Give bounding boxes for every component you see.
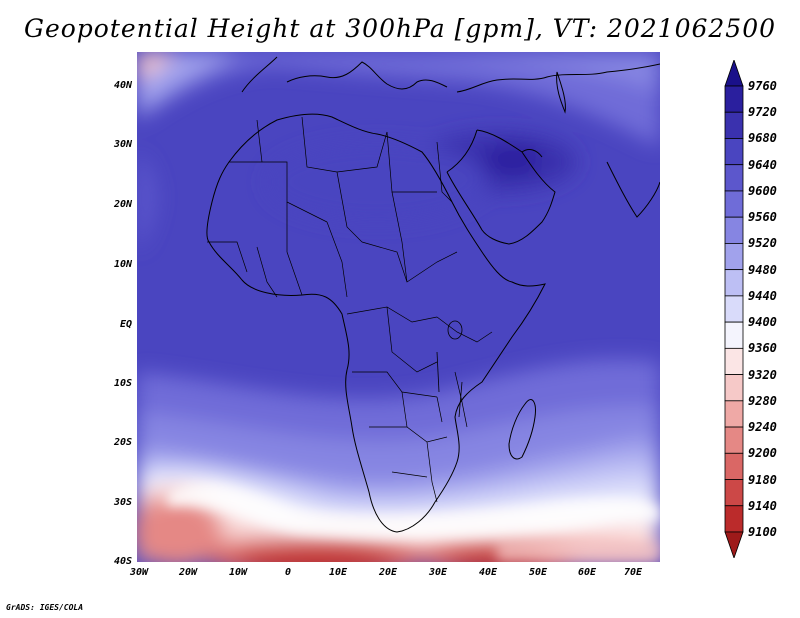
colorbar-segment [724, 111, 744, 139]
lon-label: 10E [328, 567, 348, 578]
colorbar-label: 9200 [748, 446, 777, 461]
colorbar-segment [724, 85, 744, 113]
colorbar-segment [724, 505, 744, 533]
lat-label: EQ [119, 319, 132, 330]
lat-label: 10N [113, 259, 132, 270]
lon-label: 70E [623, 567, 643, 578]
colorbar-label: 9100 [748, 525, 777, 539]
lon-label: 40E [478, 567, 498, 578]
colorbar-label: 9440 [748, 288, 777, 303]
lat-label: 10S [113, 378, 132, 389]
colorbar-label: 9720 [748, 105, 777, 120]
colorbar-segment [724, 400, 744, 428]
colorbar-segment [724, 321, 744, 349]
colorbar-segment [724, 452, 744, 480]
map-title: Geopotential Height at 300hPa [gpm], VT:… [23, 14, 777, 43]
lon-label: 20W [178, 567, 198, 578]
lat-label: 20S [113, 437, 132, 448]
colorbar-segment [724, 164, 744, 192]
colorbar-segment [724, 138, 744, 166]
colorbar-label: 9600 [748, 183, 777, 198]
colorbar-segment [724, 374, 744, 402]
lon-label: 10W [228, 567, 248, 578]
colorbar-label: 9240 [748, 420, 777, 435]
lon-label: 30W [129, 567, 149, 578]
lat-label: 30N [113, 139, 132, 150]
colorbar-segment [724, 190, 744, 218]
colorbar-label: 9180 [748, 472, 777, 487]
coastlines [206, 56, 660, 533]
lon-label: 20E [378, 567, 398, 578]
grads-credit: GrADS: IGES/COLA [6, 603, 84, 612]
colorbar-segment [724, 295, 744, 323]
colorbar-segment [724, 426, 744, 454]
lon-label: 50E [528, 567, 548, 578]
colorbar-segment [724, 347, 744, 375]
colorbar-label: 9640 [748, 157, 777, 172]
country-borders [207, 116, 493, 503]
colorbar-label: 9360 [748, 341, 777, 356]
europe-outline [241, 56, 660, 93]
colorbar-segment [724, 216, 744, 244]
lat-label: 40S [113, 556, 132, 567]
lon-label: 30E [428, 567, 448, 578]
colorbar-label: 9760 [748, 79, 777, 93]
lakes [436, 320, 463, 418]
africa-outline [206, 113, 546, 533]
geopotential-height-map [137, 52, 660, 562]
lat-label: 40N [113, 80, 132, 91]
arabia-outline [446, 129, 556, 245]
colorbar [724, 60, 744, 558]
lat-label: 20N [113, 199, 132, 210]
madagascar-outline [508, 399, 536, 460]
colorbar-label: 9480 [748, 262, 777, 277]
lon-label: 60E [577, 567, 597, 578]
colorbar-segment [724, 243, 744, 271]
colorbar-top-arrow [724, 60, 744, 87]
lon-label: 0 [284, 567, 292, 578]
colorbar-label: 9520 [748, 236, 777, 251]
southern-gradient [167, 483, 660, 562]
colorbar-label: 9560 [748, 210, 777, 225]
colorbar-label: 9320 [748, 367, 777, 382]
colorbar-label: 9400 [748, 315, 777, 330]
lat-label: 30S [113, 497, 132, 508]
colorbar-label: 9280 [748, 393, 777, 408]
map-panel [137, 52, 660, 562]
colorbar-segment [724, 479, 744, 507]
colorbar-segment [724, 269, 744, 297]
colorbar-label: 9140 [748, 498, 777, 513]
colorbar-label: 9680 [748, 131, 777, 146]
colorbar-bottom-arrow [724, 531, 744, 558]
